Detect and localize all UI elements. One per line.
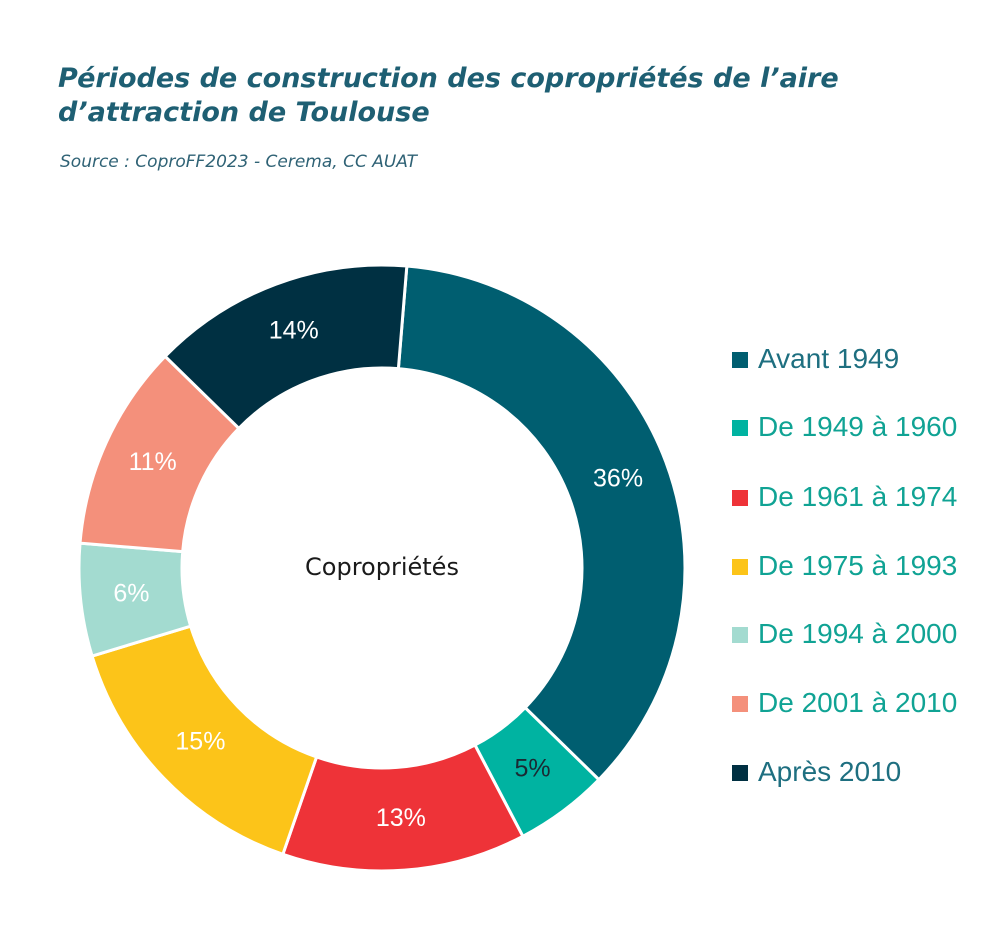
slice-label-apres-2010: 14% xyxy=(269,317,319,345)
legend-label: Avant 1949 xyxy=(758,343,900,374)
legend-item-de-1994-a-2000: De 1994 à 2000 xyxy=(732,617,992,651)
legend-label: De 1994 à 2000 xyxy=(758,618,958,649)
legend-swatch xyxy=(732,627,748,643)
legend-item-apres-2010: Après 2010 xyxy=(732,755,992,789)
legend-item-de-1961-a-1974: De 1961 à 1974 xyxy=(732,480,992,514)
legend-swatch xyxy=(732,765,748,781)
legend-label: De 1949 à 1960 xyxy=(758,411,958,442)
legend-swatch xyxy=(732,490,748,506)
slice-avant-1949 xyxy=(396,264,687,782)
slice-apres-2010 xyxy=(163,263,409,431)
slice-label-de-1994-a-2000: 6% xyxy=(113,579,149,607)
legend-label: De 1975 à 1993 xyxy=(758,550,958,581)
legend-swatch xyxy=(732,420,748,436)
legend-swatch xyxy=(732,696,748,712)
legend-label: De 1961 à 1974 xyxy=(758,481,958,512)
donut-slices xyxy=(77,263,687,873)
donut-labels: 36% 5% 13% 15% 6% 11% 14% xyxy=(113,317,643,832)
donut-center-label: Copropriétés xyxy=(305,553,459,581)
legend-label: De 2001 à 2010 xyxy=(758,687,958,718)
legend-item-de-1949-a-1960: De 1949 à 1960 xyxy=(732,410,992,444)
chart-source: Source : CoproFF2023 - Cerema, CC AUAT xyxy=(60,152,418,172)
slice-label-de-2001-a-2010: 11% xyxy=(129,448,177,476)
slice-label-de-1961-a-1974: 13% xyxy=(376,804,426,832)
legend-item-avant-1949: Avant 1949 xyxy=(732,342,992,376)
slice-label-de-1949-a-1960: 5% xyxy=(515,755,551,783)
legend-item-de-2001-a-2010: De 2001 à 2010 xyxy=(732,686,992,720)
legend-swatch xyxy=(732,352,748,368)
slice-label-avant-1949: 36% xyxy=(593,464,643,492)
slice-label-de-1975-a-1993: 15% xyxy=(175,727,225,755)
chart-title: Périodes de construction des copropriété… xyxy=(58,63,839,128)
legend-swatch xyxy=(732,559,748,575)
legend-label: Après 2010 xyxy=(758,756,902,787)
legend-item-de-1975-a-1993: De 1975 à 1993 xyxy=(732,549,992,583)
